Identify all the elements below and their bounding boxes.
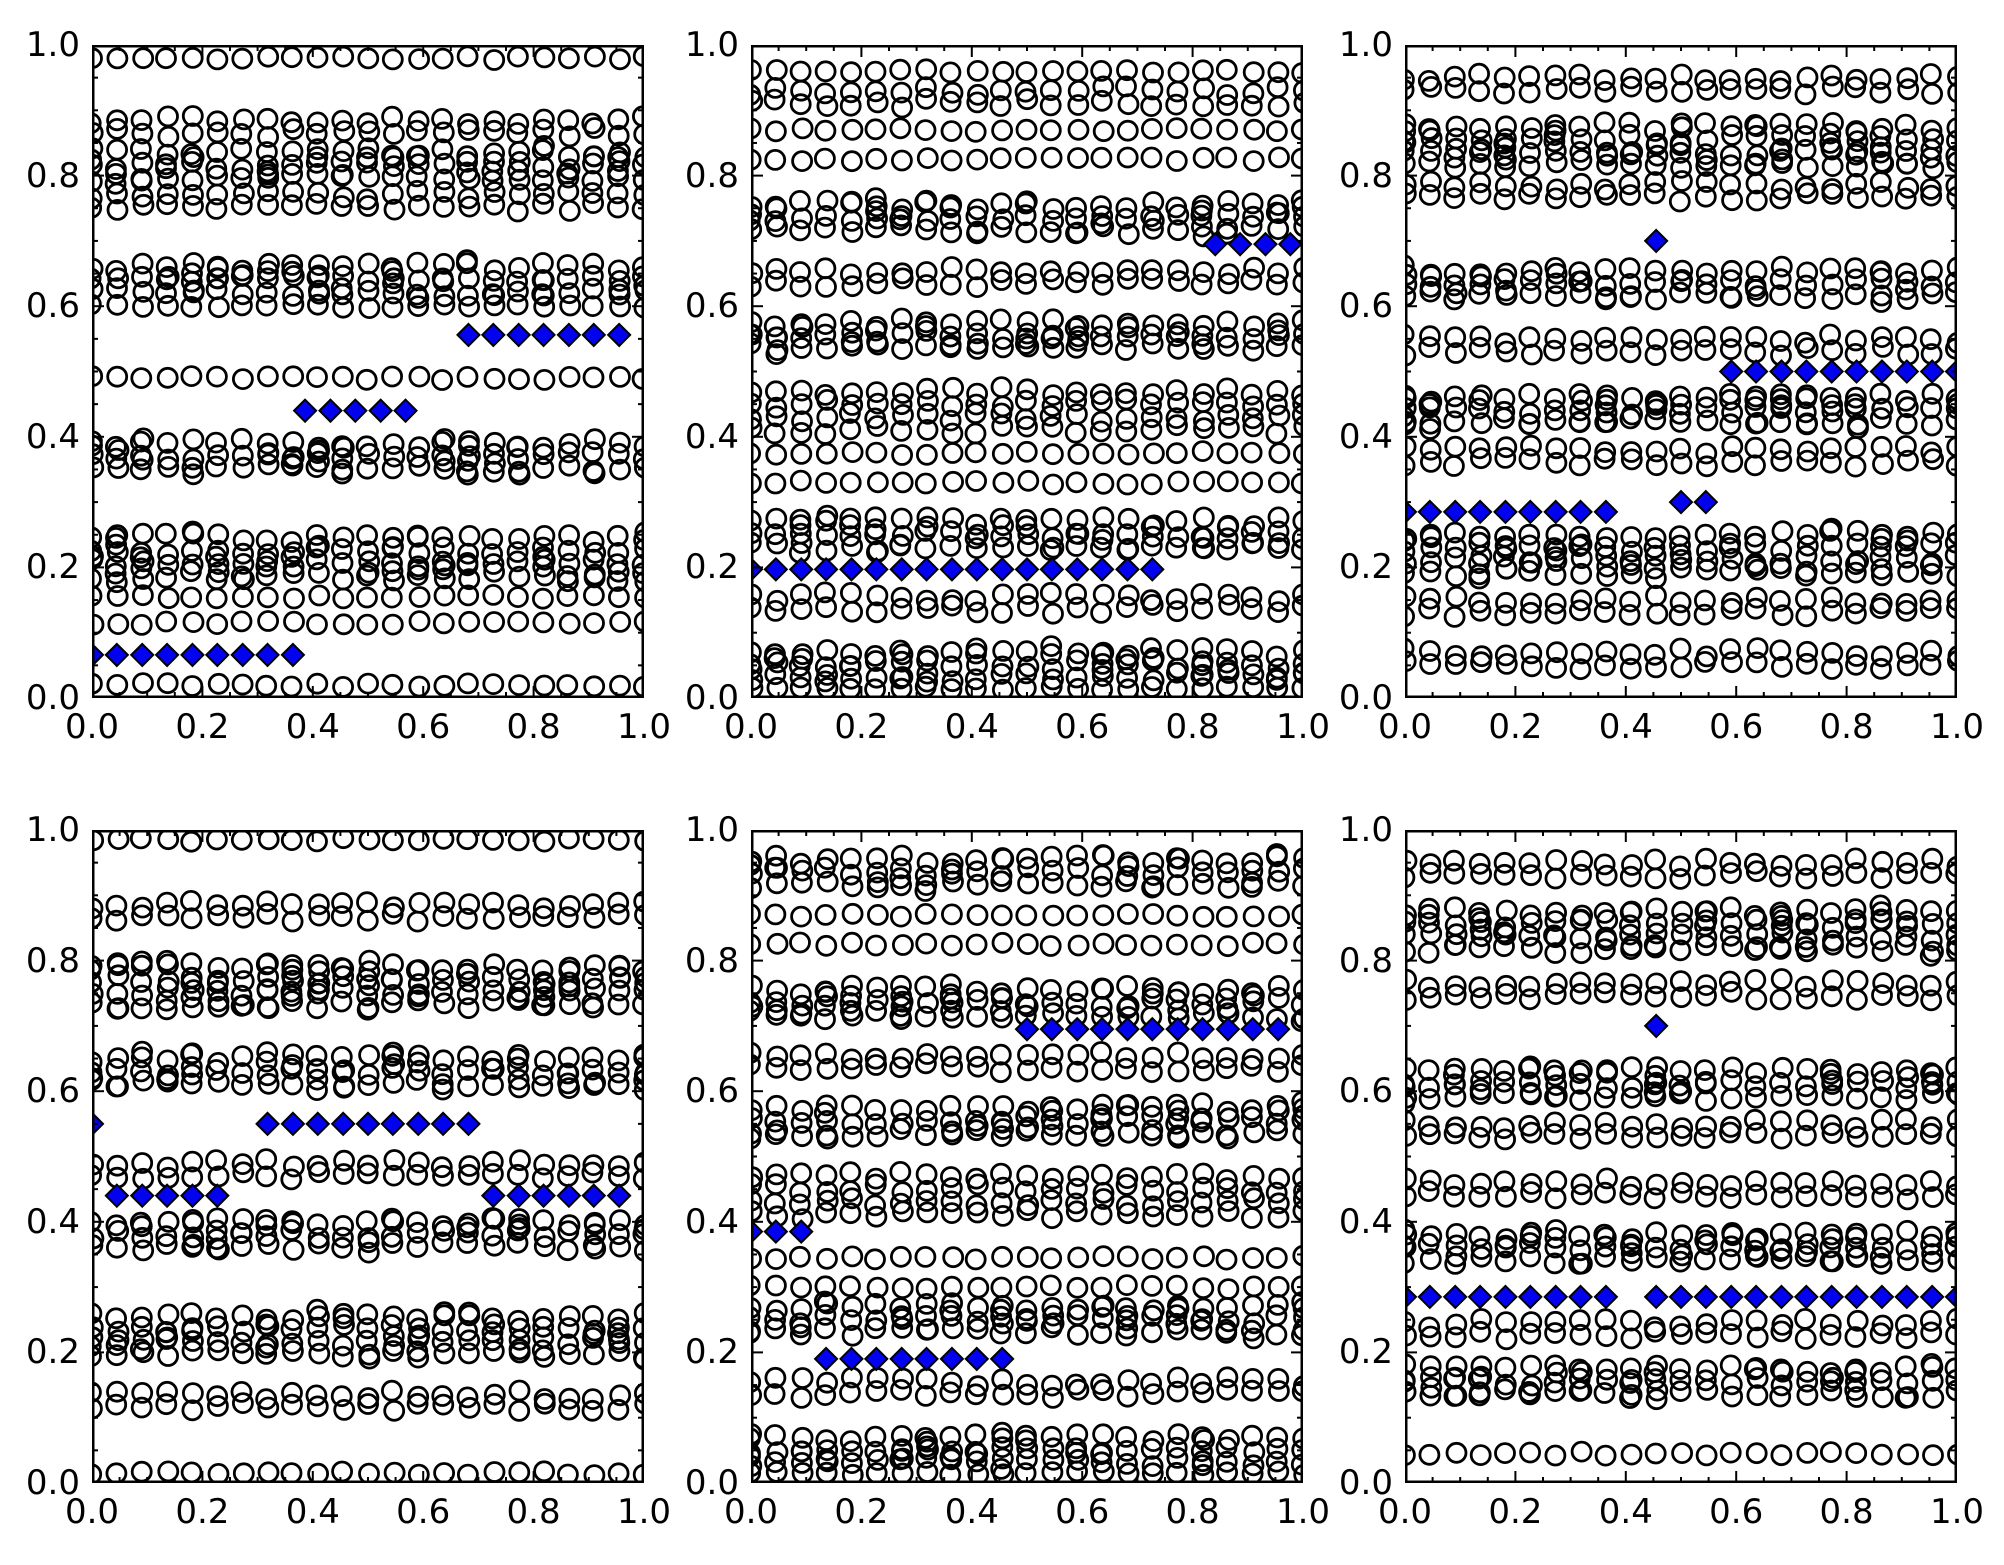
y-tick-label: 0.6: [25, 286, 80, 327]
x-tick-label: 0.8: [506, 1492, 561, 1532]
y-tick-label: 0.8: [25, 940, 80, 981]
y-tick-label: 1.0: [684, 810, 739, 850]
x-tick-label: 1.0: [1929, 1492, 1985, 1532]
y-tick-label: 0.6: [25, 1071, 80, 1112]
y-tick-label: 0.8: [1338, 155, 1393, 196]
plot-canvas: [751, 45, 1303, 698]
y-tick-label: 1.0: [684, 25, 739, 65]
x-tick-label: 0.6: [396, 707, 451, 747]
x-tick-label: 0.6: [1055, 707, 1110, 747]
x-tick-label: 0.2: [1488, 707, 1543, 747]
subplot-top-right: [1405, 45, 1957, 698]
x-tick-label: 0.8: [1165, 1492, 1220, 1532]
plot-canvas: [92, 830, 644, 1483]
x-tick-label: 0.4: [944, 707, 999, 747]
y-tick-label: 1.0: [25, 810, 80, 850]
y-tick-label: 0.0: [1338, 678, 1393, 718]
y-tick-label: 0.8: [25, 155, 80, 196]
y-tick-label: 0.6: [684, 1071, 739, 1112]
subplot-bottom-left: [92, 830, 644, 1483]
x-tick-label: 0.6: [1709, 1492, 1764, 1532]
y-tick-label: 0.0: [684, 678, 739, 718]
x-tick-label: 0.4: [285, 707, 340, 747]
y-tick-label: 0.2: [1338, 1332, 1393, 1373]
x-tick-label: 1.0: [616, 707, 672, 747]
y-tick-label: 0.6: [1338, 286, 1393, 327]
plot-canvas: [1405, 45, 1957, 698]
x-tick-label: 0.4: [1598, 1492, 1653, 1532]
x-tick-label: 0.2: [1488, 1492, 1543, 1532]
x-tick-label: 1.0: [1929, 707, 1985, 747]
y-tick-label: 0.4: [684, 1201, 739, 1242]
y-tick-label: 1.0: [25, 25, 80, 65]
y-tick-label: 0.4: [25, 1201, 80, 1242]
x-tick-label: 0.6: [396, 1492, 451, 1532]
x-tick-label: 0.8: [1819, 707, 1874, 747]
x-tick-label: 0.0: [64, 707, 120, 747]
plot-canvas: [1405, 830, 1957, 1483]
y-tick-label: 0.4: [1338, 1201, 1393, 1242]
x-tick-label: 0.0: [723, 707, 779, 747]
x-tick-label: 1.0: [616, 1492, 672, 1532]
y-tick-label: 0.6: [1338, 1071, 1393, 1112]
y-tick-label: 0.4: [1338, 416, 1393, 457]
y-tick-label: 1.0: [1338, 810, 1393, 850]
x-tick-label: 0.0: [723, 1492, 779, 1532]
x-tick-label: 0.4: [285, 1492, 340, 1532]
subplot-bottom-middle: [751, 830, 1303, 1483]
plot-canvas: [92, 45, 644, 698]
x-tick-label: 0.0: [1377, 707, 1433, 747]
y-tick-label: 0.2: [25, 1332, 80, 1373]
subplot-top-middle: [751, 45, 1303, 698]
x-tick-label: 0.8: [506, 707, 561, 747]
x-tick-label: 0.4: [944, 1492, 999, 1532]
y-tick-label: 0.6: [684, 286, 739, 327]
y-tick-label: 0.8: [684, 940, 739, 981]
subplot-bottom-right: [1405, 830, 1957, 1483]
x-tick-label: 0.0: [1377, 1492, 1433, 1532]
y-tick-label: 0.2: [684, 1332, 739, 1373]
y-tick-label: 0.2: [684, 547, 739, 588]
y-tick-label: 0.8: [684, 155, 739, 196]
x-tick-label: 0.2: [834, 707, 889, 747]
y-tick-label: 0.2: [1338, 547, 1393, 588]
x-tick-label: 1.0: [1275, 707, 1331, 747]
subplot-top-left: [92, 45, 644, 698]
y-tick-label: 0.8: [1338, 940, 1393, 981]
x-tick-label: 0.8: [1819, 1492, 1874, 1532]
x-tick-label: 0.6: [1055, 1492, 1110, 1532]
x-tick-label: 1.0: [1275, 1492, 1331, 1532]
y-tick-label: 0.2: [25, 547, 80, 588]
x-tick-label: 0.8: [1165, 707, 1220, 747]
x-tick-label: 0.2: [175, 707, 230, 747]
y-tick-label: 0.0: [25, 1463, 80, 1503]
y-tick-label: 1.0: [1338, 25, 1393, 65]
y-tick-label: 0.4: [25, 416, 80, 457]
x-tick-label: 0.2: [834, 1492, 889, 1532]
x-tick-label: 0.2: [175, 1492, 230, 1532]
y-tick-label: 0.4: [684, 416, 739, 457]
x-tick-label: 0.0: [64, 1492, 120, 1532]
x-tick-label: 0.4: [1598, 707, 1653, 747]
x-tick-label: 0.6: [1709, 707, 1764, 747]
plot-canvas: [751, 830, 1303, 1483]
y-tick-label: 0.0: [25, 678, 80, 718]
y-tick-label: 0.0: [1338, 1463, 1393, 1503]
y-tick-label: 0.0: [684, 1463, 739, 1503]
